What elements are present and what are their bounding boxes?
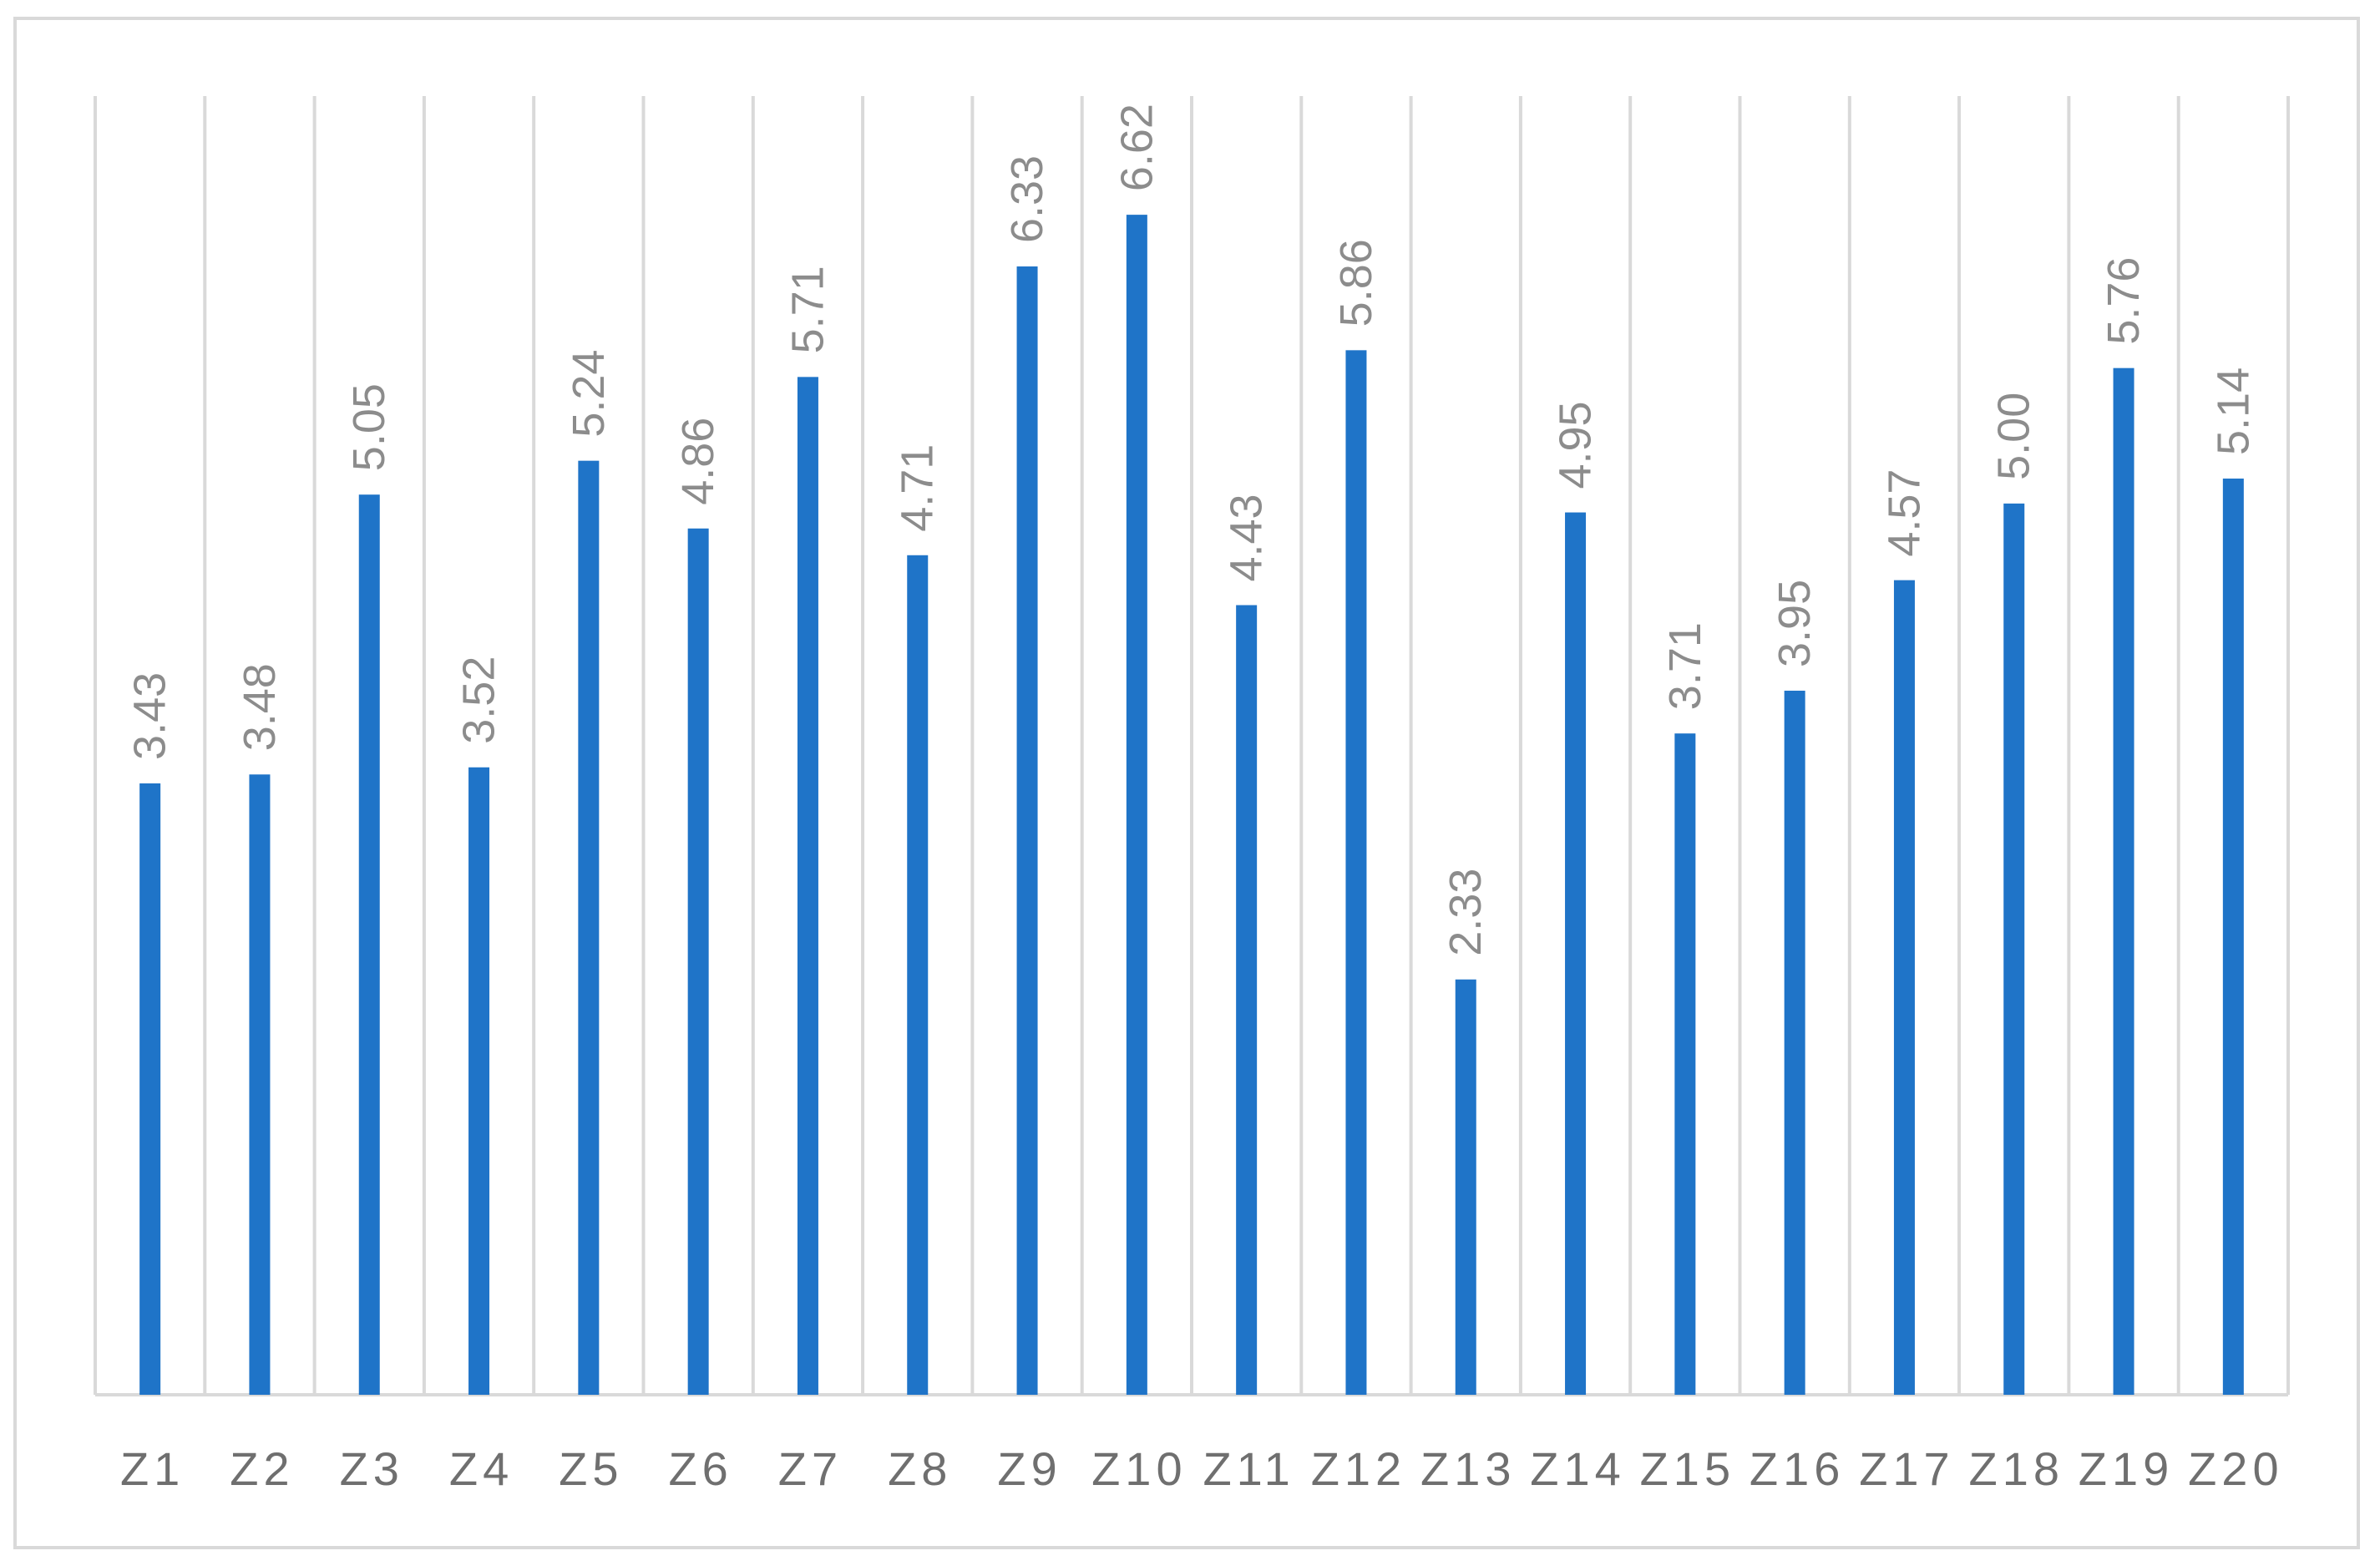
x-tick-label-z8: Z8: [888, 1442, 952, 1495]
bar-z8: [907, 555, 929, 1395]
data-label-z4: 3.52: [454, 656, 504, 744]
x-tick-label-z9: Z9: [997, 1442, 1061, 1495]
x-tick-label-z2: Z2: [230, 1442, 294, 1495]
chart-frame: [13, 17, 2360, 1549]
data-label-z11: 4.43: [1222, 494, 1272, 581]
x-tick-label-z10: Z10: [1091, 1442, 1187, 1495]
x-tick-label-z12: Z12: [1311, 1442, 1407, 1495]
x-tick-label-z20: Z20: [2188, 1442, 2284, 1495]
x-tick-label-z7: Z7: [778, 1442, 843, 1495]
data-label-z19: 5.76: [2099, 257, 2149, 345]
x-tick-label-z6: Z6: [668, 1442, 732, 1495]
bar-z4: [468, 767, 490, 1395]
data-label-z9: 6.33: [1002, 155, 1052, 243]
bar-z13: [1455, 979, 1476, 1395]
bar-z17: [1893, 580, 1915, 1395]
bar-z9: [1016, 266, 1038, 1395]
data-label-z8: 4.71: [893, 444, 943, 532]
bar-z10: [1126, 215, 1147, 1395]
bar-z18: [2003, 503, 2025, 1395]
x-tick-label-z13: Z13: [1420, 1442, 1517, 1495]
x-tick-label-z17: Z17: [1859, 1442, 1955, 1495]
x-tick-label-z3: Z3: [340, 1442, 404, 1495]
bar-z3: [358, 494, 380, 1395]
bar-z6: [687, 528, 709, 1396]
data-label-z18: 5.00: [1989, 393, 2039, 480]
bar-z20: [2222, 478, 2244, 1395]
data-label-z5: 5.24: [564, 350, 614, 438]
data-label-z7: 5.71: [782, 266, 833, 353]
data-label-z16: 3.95: [1770, 580, 1820, 667]
data-label-z10: 6.62: [1112, 104, 1162, 191]
x-tick-label-z1: Z1: [120, 1442, 185, 1495]
data-label-z20: 5.14: [2208, 367, 2258, 455]
x-axis-ticks: Z1 Z2 Z3 Z4 Z5 Z6 Z7 Z8 Z9 Z10 Z11 Z12 Z13 Z14 Z15 Z16 Z…: [120, 1442, 2284, 1495]
x-tick-label-z15: Z15: [1640, 1442, 1736, 1495]
x-tick-label-z18: Z18: [1969, 1442, 2065, 1495]
grid: [94, 96, 2290, 1396]
data-label-z14: 4.95: [1551, 401, 1601, 489]
data-label-z2: 3.48: [235, 663, 285, 751]
data-label-z12: 5.86: [1331, 239, 1381, 327]
x-tick-label-z11: Z11: [1203, 1442, 1294, 1495]
data-label-z1: 3.43: [125, 672, 175, 760]
x-tick-label-z19: Z19: [2079, 1442, 2175, 1495]
data-label-z6: 4.86: [673, 418, 723, 505]
data-labels: 3.43 3.48 5.05 3.52 5.24 4.86 5.71 4.71 6.33 6.62…: [125, 104, 2259, 956]
bar-z5: [578, 460, 600, 1395]
data-label-z15: 3.71: [1660, 622, 1710, 710]
bar-z7: [797, 377, 818, 1395]
bar-z11: [1236, 605, 1258, 1395]
x-tick-label-z4: Z4: [449, 1442, 514, 1495]
bar-z2: [249, 774, 271, 1395]
bar-z1: [139, 783, 161, 1395]
data-label-z17: 4.57: [1879, 469, 1929, 557]
x-tick-label-z14: Z14: [1530, 1442, 1626, 1495]
bar-z15: [1674, 733, 1696, 1395]
bars: [139, 215, 2244, 1396]
bar-z16: [1784, 690, 1805, 1395]
data-label-z13: 2.33: [1441, 869, 1491, 956]
data-label-z3: 5.05: [344, 383, 394, 471]
x-tick-label-z16: Z16: [1750, 1442, 1846, 1495]
bar-z12: [1345, 350, 1367, 1395]
bar-z14: [1565, 512, 1587, 1395]
bar-z19: [2113, 367, 2134, 1396]
x-tick-label-z5: Z5: [559, 1442, 623, 1495]
